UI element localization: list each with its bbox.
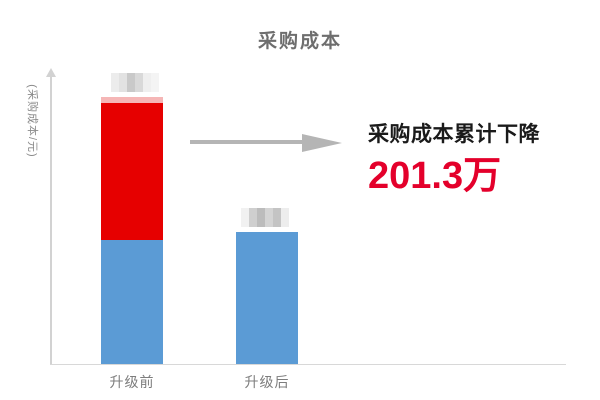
- mosaic-tile: [135, 73, 143, 92]
- mosaic-tile: [265, 208, 273, 227]
- bar-before-blue-segment: [101, 240, 163, 364]
- y-axis-line: [50, 76, 52, 365]
- callout-value: 201.3万: [368, 155, 502, 197]
- bar-before: [101, 97, 163, 364]
- mosaic-tile: [151, 73, 159, 92]
- callout-annotation: 采购成本累计下降 201.3万: [368, 120, 592, 198]
- bar-after-blue-segment: [236, 232, 298, 364]
- mosaic-tile: [241, 208, 249, 227]
- callout-heading: 采购成本累计下降: [368, 123, 540, 146]
- category-label-after: 升级后: [244, 374, 290, 390]
- x-axis-line: [50, 364, 566, 365]
- mosaic-tile: [119, 73, 127, 92]
- y-axis-title: (采购成本/元): [26, 84, 38, 158]
- bar-before-red-cap: [101, 97, 163, 103]
- mosaic-tile: [127, 73, 135, 92]
- trend-arrow-tail: [190, 140, 306, 144]
- bar-after: [236, 232, 298, 364]
- bar-before-value-label-censored: [111, 73, 159, 92]
- mosaic-tile: [143, 73, 151, 92]
- trend-arrow-icon: [190, 134, 342, 152]
- trend-arrow-head: [302, 134, 342, 152]
- y-axis-arrow-icon: [46, 68, 56, 77]
- mosaic-tile: [257, 208, 265, 227]
- mosaic-tile: [273, 208, 281, 227]
- bar-after-value-label-censored: [241, 208, 289, 227]
- mosaic-tile: [281, 208, 289, 227]
- mosaic-tile: [111, 73, 119, 92]
- mosaic-tile: [249, 208, 257, 227]
- category-label-before: 升级前: [109, 374, 155, 390]
- bar-before-red-segment: [101, 103, 163, 240]
- chart-title: 采购成本: [257, 31, 342, 52]
